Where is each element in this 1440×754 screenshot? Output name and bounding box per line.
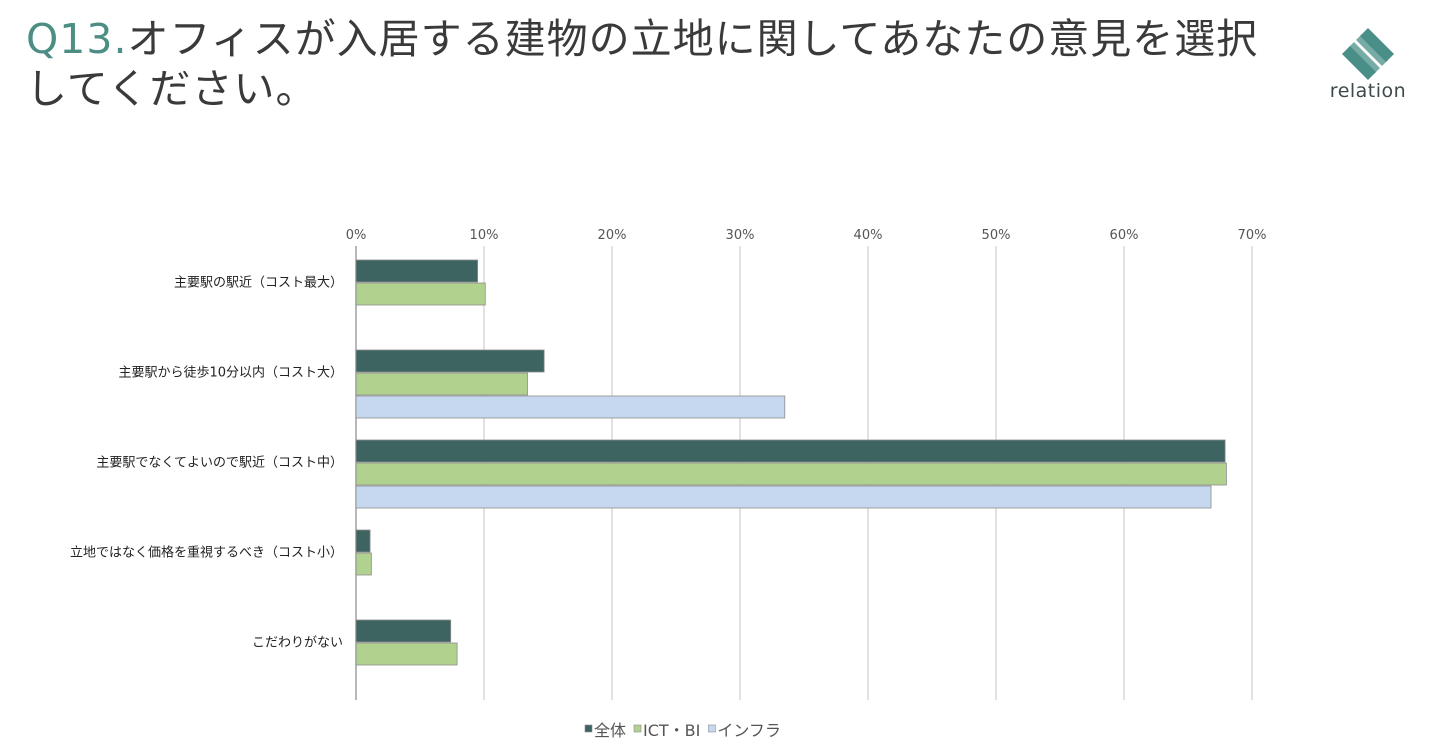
bar: [355, 642, 458, 666]
category-label: 主要駅の駅近（コスト最大）: [174, 276, 343, 291]
category-label: 立地ではなく価格を重視するべき（コスト小）: [70, 545, 343, 561]
tick-label: 50%: [982, 228, 1011, 243]
question-text: オフィスが入居する建物の立地に関してあなたの意見を選択してください。: [26, 15, 1259, 113]
tick-label: 60%: [1110, 228, 1139, 243]
bar: [355, 485, 1212, 509]
logo-mark-part: [1360, 28, 1394, 62]
category-label: こだわりがない: [252, 636, 343, 651]
tick-label: 70%: [1238, 228, 1267, 243]
logo-mark-part: [1356, 34, 1388, 66]
bar: [355, 372, 528, 396]
tick-label: 40%: [854, 228, 883, 243]
legend-swatch: [708, 724, 716, 733]
bar: [355, 619, 452, 643]
logo-mark-part: [1342, 46, 1376, 80]
bar: [355, 282, 486, 306]
relation-logo: relation: [1318, 26, 1418, 106]
category-label: 主要駅でなくてよいので駅近（コスト中）: [96, 456, 343, 471]
question-title: Q13.オフィスが入居する建物の立地に関してあなたの意見を選択してください。: [26, 14, 1286, 114]
legend-label: 全体: [594, 721, 626, 740]
bar: [355, 259, 478, 283]
category-label: 主要駅から徒歩10分以内（コスト大）: [118, 365, 343, 381]
legend-swatch: [633, 724, 642, 733]
tick-label: 30%: [726, 228, 755, 243]
tick-label: 0%: [346, 228, 367, 243]
bar: [355, 462, 1227, 486]
legend-label: ICT・BI: [643, 721, 700, 740]
bar: [355, 439, 1226, 463]
bar: [355, 349, 545, 373]
question-number: Q13.: [26, 15, 128, 63]
bar: [355, 529, 371, 553]
legend-swatch: [584, 724, 593, 733]
bar: [355, 552, 372, 576]
legend-label: インフラ: [717, 721, 781, 740]
tick-label: 20%: [598, 228, 627, 243]
bar: [355, 395, 786, 419]
logo-mark-icon: [1342, 28, 1394, 80]
logo-mark-part: [1348, 42, 1380, 74]
logo-text: relation: [1329, 80, 1407, 102]
tick-label: 10%: [470, 228, 499, 243]
